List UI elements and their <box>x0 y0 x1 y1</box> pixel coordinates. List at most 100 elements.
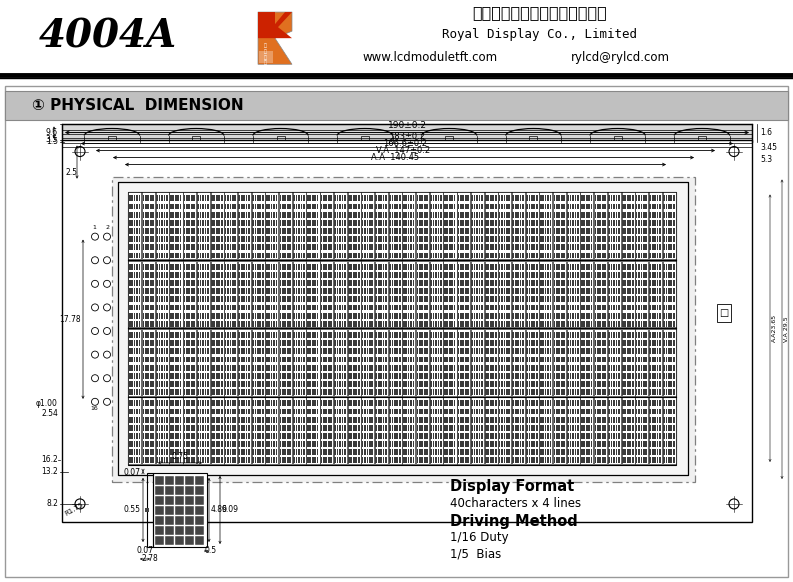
Bar <box>351 417 352 423</box>
Bar <box>668 244 670 250</box>
Bar <box>246 272 247 278</box>
Bar <box>643 253 645 258</box>
Bar <box>663 329 676 396</box>
Bar <box>405 220 407 226</box>
Bar <box>501 296 503 302</box>
Bar <box>622 236 624 242</box>
Bar <box>175 506 184 515</box>
Bar <box>657 304 658 310</box>
Bar <box>232 425 234 431</box>
Bar <box>316 313 319 318</box>
Bar <box>309 264 311 269</box>
Bar <box>615 332 618 338</box>
Bar <box>211 357 213 363</box>
Bar <box>243 457 245 463</box>
Bar <box>202 272 204 278</box>
Bar <box>534 417 535 423</box>
Bar <box>657 236 658 242</box>
Bar <box>266 417 267 423</box>
Bar <box>423 381 426 387</box>
Bar <box>490 365 492 371</box>
Bar <box>412 365 414 371</box>
Bar <box>649 373 651 379</box>
Bar <box>320 373 323 379</box>
Bar <box>287 304 289 310</box>
Bar <box>586 332 588 338</box>
Bar <box>159 304 160 310</box>
Bar <box>508 288 510 294</box>
Bar <box>381 304 382 310</box>
Bar <box>227 400 229 406</box>
Bar <box>325 349 328 354</box>
Bar <box>143 313 144 318</box>
Bar <box>364 196 366 201</box>
Bar <box>495 253 496 258</box>
Bar <box>649 381 651 387</box>
Bar <box>153 473 207 547</box>
Bar <box>248 280 250 286</box>
Bar <box>547 409 549 414</box>
Bar <box>604 417 606 423</box>
Bar <box>325 212 328 218</box>
Bar <box>255 196 256 201</box>
Bar <box>471 228 473 234</box>
Bar <box>467 332 469 338</box>
Bar <box>139 296 140 302</box>
Bar <box>643 272 645 278</box>
Bar <box>499 220 500 226</box>
Bar <box>301 409 302 414</box>
Bar <box>320 340 323 346</box>
Bar <box>550 313 551 318</box>
Bar <box>531 389 533 395</box>
Bar <box>369 228 371 234</box>
Bar <box>383 196 385 201</box>
Bar <box>481 196 483 201</box>
Bar <box>156 253 158 258</box>
Bar <box>128 457 131 463</box>
Bar <box>195 506 204 515</box>
Bar <box>175 516 184 525</box>
Bar <box>419 313 421 318</box>
Bar <box>381 196 382 201</box>
Text: A.A23.65: A.A23.65 <box>772 314 777 342</box>
Bar <box>630 449 631 455</box>
Bar <box>293 313 295 318</box>
Bar <box>423 441 426 447</box>
Bar <box>410 357 412 363</box>
Bar <box>186 373 188 379</box>
Bar <box>335 244 336 250</box>
Bar <box>371 253 374 258</box>
Bar <box>232 373 234 379</box>
Bar <box>430 212 432 218</box>
Bar <box>547 220 549 226</box>
Bar <box>257 236 259 242</box>
Bar <box>488 449 489 455</box>
Bar <box>430 204 432 210</box>
Bar <box>362 212 363 218</box>
Bar <box>156 400 158 406</box>
Bar <box>282 457 284 463</box>
Bar <box>649 204 651 210</box>
Bar <box>485 261 497 328</box>
Text: □: □ <box>719 308 729 318</box>
Bar <box>561 400 562 406</box>
Bar <box>328 280 330 286</box>
Bar <box>383 321 385 327</box>
Bar <box>257 349 259 354</box>
Bar <box>270 417 273 423</box>
Bar <box>243 264 245 269</box>
Bar <box>241 236 243 242</box>
Bar <box>569 220 572 226</box>
Bar <box>547 365 549 371</box>
Bar <box>636 288 638 294</box>
Bar <box>416 204 418 210</box>
Bar <box>641 204 642 210</box>
Bar <box>554 389 555 395</box>
Bar <box>405 389 407 395</box>
Bar <box>235 272 236 278</box>
Bar <box>266 321 267 327</box>
Bar <box>405 264 407 269</box>
Bar <box>314 389 316 395</box>
Bar <box>613 417 615 423</box>
Bar <box>636 321 638 327</box>
